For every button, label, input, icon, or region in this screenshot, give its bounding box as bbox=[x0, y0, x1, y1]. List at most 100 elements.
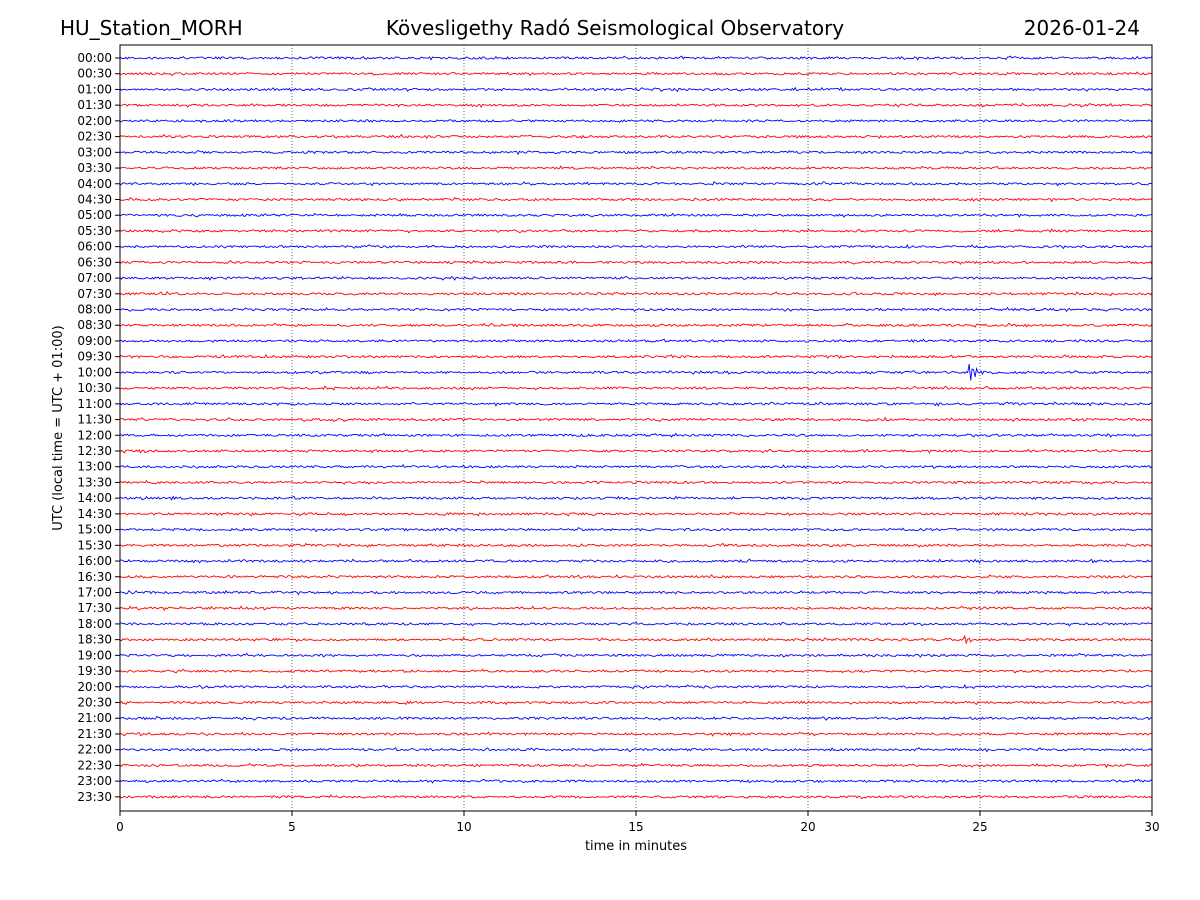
y-tick-label: 00:30 bbox=[77, 67, 112, 81]
trace-0400 bbox=[119, 181, 1153, 187]
y-tick-label: 08:00 bbox=[77, 303, 112, 317]
trace-0300 bbox=[119, 149, 1153, 156]
trace-0930 bbox=[119, 353, 1153, 359]
trace-0900 bbox=[119, 338, 1153, 343]
y-tick-label: 03:00 bbox=[77, 145, 112, 159]
y-tick-label: 04:00 bbox=[77, 177, 112, 191]
y-tick-label: 13:00 bbox=[77, 460, 112, 474]
trace-0630 bbox=[119, 259, 1153, 266]
y-tick-label: 09:00 bbox=[77, 334, 112, 348]
trace-1330 bbox=[119, 479, 1153, 485]
trace-0200 bbox=[119, 119, 1153, 124]
trace-2200 bbox=[119, 747, 1153, 753]
trace-0430 bbox=[119, 196, 1153, 203]
y-tick-label: 05:00 bbox=[77, 208, 112, 222]
y-tick-label: 00:00 bbox=[77, 51, 112, 65]
seismic-traces bbox=[119, 55, 1153, 800]
y-tick-label: 02:30 bbox=[77, 130, 112, 144]
trace-0800 bbox=[119, 307, 1153, 313]
y-tick-label: 15:30 bbox=[77, 538, 112, 552]
x-axis-ticks: 0 5 10 15 20 25 30 bbox=[116, 811, 1160, 834]
trace-1500 bbox=[119, 527, 1153, 533]
trace-1730 bbox=[119, 605, 1153, 612]
trace-1830 bbox=[119, 634, 1153, 645]
y-tick-label: 21:30 bbox=[77, 727, 112, 741]
y-tick-label: 19:00 bbox=[77, 648, 112, 662]
trace-0230 bbox=[119, 133, 1153, 140]
y-tick-label: 10:00 bbox=[77, 365, 112, 379]
trace-1600 bbox=[119, 558, 1153, 564]
trace-0830 bbox=[119, 322, 1153, 328]
y-tick-label: 11:00 bbox=[77, 397, 112, 411]
trace-1430 bbox=[119, 511, 1153, 517]
y-tick-label: 14:00 bbox=[77, 491, 112, 505]
x-axis-label: time in minutes bbox=[585, 839, 687, 854]
trace-2330 bbox=[119, 794, 1153, 800]
y-tick-label: 23:00 bbox=[77, 774, 112, 788]
y-tick-label: 08:30 bbox=[77, 318, 112, 332]
trace-1230 bbox=[119, 448, 1153, 454]
y-tick-label: 06:30 bbox=[77, 255, 112, 269]
y-tick-label: 01:00 bbox=[77, 82, 112, 96]
y-tick-label: 09:30 bbox=[77, 350, 112, 364]
y-tick-label: 07:00 bbox=[77, 271, 112, 285]
y-tick-label: 11:30 bbox=[77, 413, 112, 427]
y-tick-label: 16:30 bbox=[77, 570, 112, 584]
trace-0600 bbox=[119, 243, 1153, 250]
y-tick-label: 23:30 bbox=[77, 790, 112, 804]
y-tick-label: 10:30 bbox=[77, 381, 112, 395]
trace-1700 bbox=[119, 589, 1153, 596]
trace-1130 bbox=[119, 416, 1153, 423]
trace-1630 bbox=[119, 574, 1153, 579]
trace-2000 bbox=[119, 684, 1153, 690]
trace-0530 bbox=[119, 228, 1153, 234]
y-tick-label: 07:30 bbox=[77, 287, 112, 301]
trace-1300 bbox=[119, 464, 1153, 470]
trace-1900 bbox=[119, 652, 1153, 658]
observatory-title: Kövesligethy Radó Seismological Observat… bbox=[386, 16, 844, 40]
y-tick-label: 05:30 bbox=[77, 224, 112, 238]
y-tick-label: 22:30 bbox=[77, 758, 112, 772]
trace-2100 bbox=[119, 715, 1153, 721]
trace-0700 bbox=[119, 275, 1153, 281]
vertical-gridlines bbox=[291, 45, 981, 811]
trace-2300 bbox=[119, 778, 1153, 784]
trace-0000 bbox=[119, 55, 1153, 61]
x-tick-label: 20 bbox=[800, 820, 815, 834]
y-tick-label: 04:30 bbox=[77, 192, 112, 206]
y-tick-label: 15:00 bbox=[77, 523, 112, 537]
trace-1530 bbox=[119, 542, 1153, 548]
x-tick-label: 0 bbox=[116, 820, 124, 834]
y-tick-label: 19:30 bbox=[77, 664, 112, 678]
y-tick-label: 17:30 bbox=[77, 601, 112, 615]
trace-0030 bbox=[119, 71, 1153, 77]
trace-1200 bbox=[119, 432, 1153, 438]
y-tick-label: 13:30 bbox=[77, 475, 112, 489]
x-tick-label: 10 bbox=[456, 820, 471, 834]
trace-1930 bbox=[119, 668, 1153, 674]
date-title: 2026-01-24 bbox=[1024, 16, 1140, 40]
y-tick-label: 21:00 bbox=[77, 711, 112, 725]
y-tick-label: 16:00 bbox=[77, 554, 112, 568]
x-tick-label: 25 bbox=[972, 820, 987, 834]
trace-1400 bbox=[119, 495, 1153, 501]
trace-0100 bbox=[119, 86, 1153, 93]
trace-1000 bbox=[119, 363, 1153, 381]
trace-2130 bbox=[119, 731, 1153, 737]
y-tick-label: 03:30 bbox=[77, 161, 112, 175]
y-tick-label: 01:30 bbox=[77, 98, 112, 112]
trace-1030 bbox=[119, 385, 1153, 391]
x-tick-label: 5 bbox=[288, 820, 296, 834]
y-tick-label: 17:00 bbox=[77, 585, 112, 599]
y-tick-label: 06:00 bbox=[77, 240, 112, 254]
y-tick-label: 18:00 bbox=[77, 617, 112, 631]
x-tick-label: 15 bbox=[628, 820, 643, 834]
trace-0130 bbox=[119, 102, 1153, 109]
y-tick-label: 22:00 bbox=[77, 743, 112, 757]
y-tick-label: 18:30 bbox=[77, 633, 112, 647]
trace-0730 bbox=[119, 291, 1153, 297]
trace-1100 bbox=[119, 401, 1153, 407]
y-tick-label: 12:30 bbox=[77, 444, 112, 458]
trace-0330 bbox=[119, 165, 1153, 170]
